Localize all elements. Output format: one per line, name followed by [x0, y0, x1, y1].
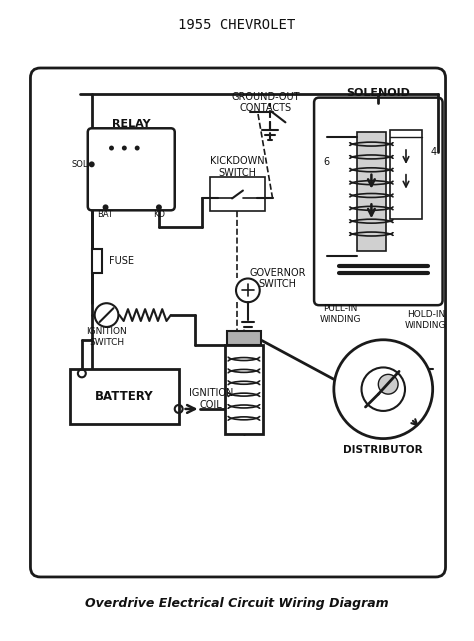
Circle shape [89, 162, 95, 167]
FancyBboxPatch shape [88, 128, 175, 210]
Bar [390, 130, 422, 219]
Text: IGNITION
COIL: IGNITION COIL [189, 388, 234, 410]
Bar [104, 144, 159, 194]
Circle shape [236, 278, 260, 302]
Bar [92, 249, 101, 272]
Circle shape [109, 146, 114, 151]
Text: IGNITION
SWITCH: IGNITION SWITCH [86, 327, 127, 347]
Text: KICKDOWN
SWITCH: KICKDOWN SWITCH [210, 156, 265, 178]
Text: FUSE: FUSE [109, 256, 134, 266]
Text: GROUND-OUT
CONTACTS: GROUND-OUT CONTACTS [231, 92, 300, 113]
Text: HOLD-IN
WINDING: HOLD-IN WINDING [405, 310, 447, 329]
Bar [225, 345, 263, 434]
Text: 4: 4 [430, 147, 437, 157]
Bar [210, 177, 264, 212]
Text: KD: KD [153, 210, 165, 219]
Text: 6: 6 [324, 157, 330, 167]
Bar [70, 369, 179, 424]
Text: BAT: BAT [98, 210, 114, 219]
Text: Overdrive Electrical Circuit Wiring Diagram: Overdrive Electrical Circuit Wiring Diag… [85, 597, 389, 610]
Text: SOL: SOL [71, 160, 88, 169]
Text: SOLENOID: SOLENOID [346, 88, 410, 97]
Circle shape [378, 374, 398, 394]
Text: 1955 CHEVROLET: 1955 CHEVROLET [178, 19, 296, 33]
Circle shape [334, 340, 433, 438]
Text: PULL-IN
WINDING: PULL-IN WINDING [320, 304, 362, 324]
Text: RELAY: RELAY [112, 119, 151, 129]
Circle shape [122, 146, 127, 151]
Circle shape [135, 146, 140, 151]
Text: BATTERY: BATTERY [95, 390, 154, 403]
Text: GOVERNOR
SWITCH: GOVERNOR SWITCH [249, 268, 306, 289]
Bar [227, 331, 261, 345]
Text: DISTRIBUTOR: DISTRIBUTOR [344, 445, 423, 456]
Circle shape [156, 204, 162, 210]
Bar [356, 132, 386, 251]
Circle shape [102, 204, 109, 210]
Circle shape [95, 303, 118, 327]
FancyBboxPatch shape [314, 97, 443, 305]
